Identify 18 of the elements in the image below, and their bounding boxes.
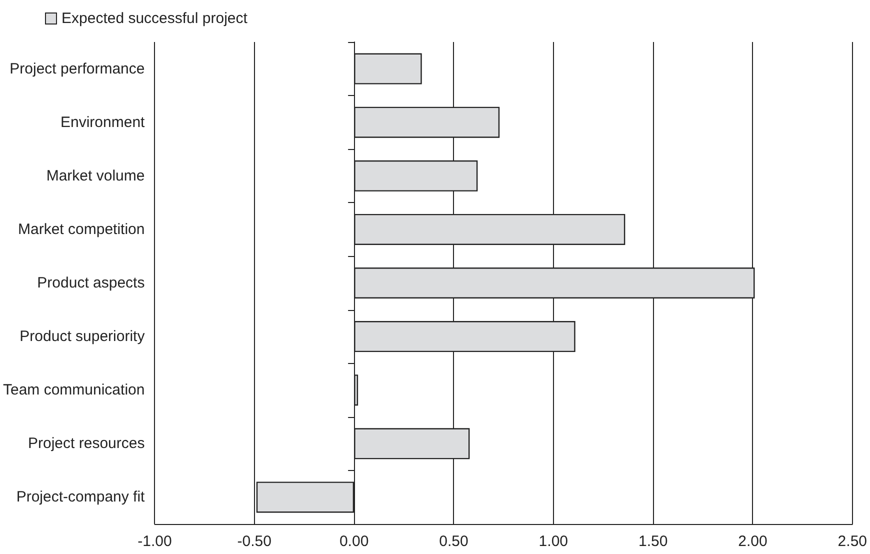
y-tick-label: Team communication	[2, 382, 145, 399]
x-tick-label: 2.00	[738, 533, 768, 550]
x-tick-label: -1.00	[138, 533, 172, 550]
y-tick-label: Product superiority	[20, 328, 146, 346]
x-tick-label: 0.00	[339, 533, 369, 550]
legend-label: Expected successful project	[62, 10, 248, 27]
x-tick-label: -0.50	[237, 533, 272, 550]
x-tick-label: 0.50	[439, 533, 468, 550]
y-tick-label: Market competition	[18, 220, 145, 238]
y-tick-label: Project-company fit	[16, 488, 146, 506]
x-tick-label: 1.50	[638, 533, 668, 550]
x-tick-label: 1.00	[538, 533, 568, 550]
y-tick-label: Environment	[60, 114, 146, 131]
y-tick-label: Project performance	[10, 60, 145, 78]
y-tick-label: Project resources	[28, 435, 145, 452]
y-tick-label: Market volume	[46, 167, 145, 184]
y-tick-label: Product aspects	[37, 274, 145, 292]
x-tick-label: 2.50	[838, 533, 868, 550]
